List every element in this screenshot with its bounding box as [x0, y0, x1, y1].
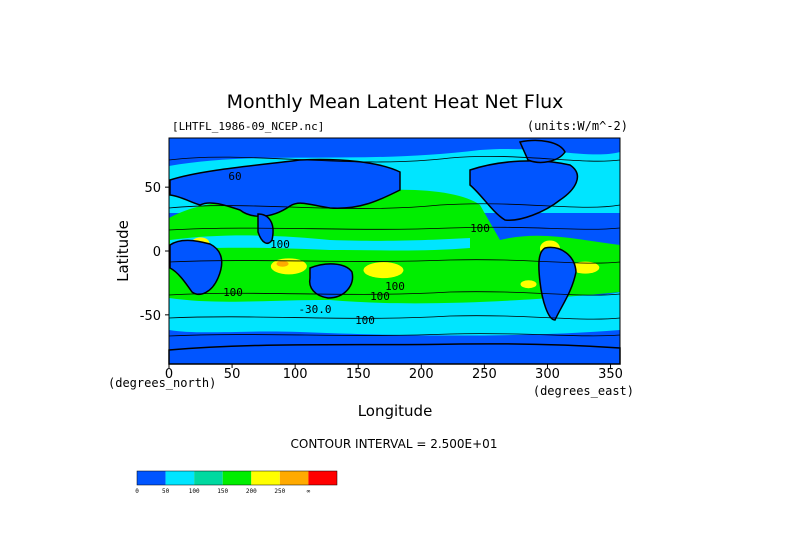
- colorbar-swatch: [308, 471, 337, 485]
- colorbar-level-label: 150: [217, 488, 228, 495]
- x-tick-label: 300: [535, 367, 560, 382]
- colorbar-level-label: 200: [246, 488, 257, 495]
- contour-label: -30.0: [298, 303, 331, 316]
- contour-label: 100: [470, 222, 490, 235]
- colorbar-swatch: [222, 471, 252, 485]
- region-trade-wind-maxima: [520, 280, 537, 289]
- y-tick-label: 0: [153, 245, 161, 260]
- x-axis-label: Longitude: [358, 402, 433, 420]
- y-axis-ticks: 50 0 -50: [140, 181, 169, 324]
- colorbar-swatch: [137, 471, 166, 485]
- contour-line: [168, 315, 621, 320]
- colorbar-swatch: [251, 471, 280, 485]
- region-trade-wind-maxima: [363, 262, 404, 279]
- colorbar-swatch: [194, 471, 223, 485]
- x-tick-label: 50: [224, 367, 241, 382]
- units-label: (units:W/m^-2): [527, 119, 628, 133]
- colorbar: 0 50 100 150 200 250 ∞: [135, 470, 338, 495]
- colorbar-level-label: 250: [274, 488, 285, 495]
- continent-south-america: [538, 246, 577, 321]
- x-tick-label: 100: [283, 367, 308, 382]
- x-tick-label: 350: [598, 367, 623, 382]
- x-units-label: (degrees_east): [533, 384, 634, 398]
- y-units-label: (degrees_north): [108, 376, 216, 390]
- contour-line: [168, 155, 621, 163]
- colorbar-level-label: 50: [162, 488, 170, 495]
- continent-australia: [308, 263, 354, 299]
- file-label: [LHTFL_1986-09_NCEP.nc]: [172, 120, 324, 133]
- colorbar-swatch: [279, 471, 309, 485]
- y-axis-label: Latitude: [114, 220, 132, 282]
- contour-label: 60: [228, 170, 241, 183]
- colorbar-swatch: [165, 471, 195, 485]
- x-tick-label: 0: [165, 367, 173, 382]
- contour-label: 100: [223, 286, 243, 299]
- region-itcz: [170, 235, 470, 251]
- x-axis-ticks: 0 50 100 150 200 250 300 350: [165, 364, 623, 382]
- contour-line: [168, 333, 621, 337]
- contour-interval-text: CONTOUR INTERVAL = 2.500E+01: [291, 437, 498, 451]
- contour-label: 100: [355, 314, 375, 327]
- colorbar-level-label: ∞: [307, 488, 311, 495]
- region-trade-wind-maxima: [571, 261, 600, 274]
- x-tick-label: 150: [346, 367, 371, 382]
- continent-greenland: [518, 139, 566, 164]
- contour-label: 100: [270, 238, 290, 251]
- colorbar-frame: [136, 470, 338, 486]
- contour-line: [168, 291, 621, 296]
- colorbar-level-label: 100: [189, 488, 200, 495]
- continent-antarctica: [168, 343, 621, 365]
- contour-line: [168, 203, 621, 209]
- contour-label: 100: [385, 280, 405, 293]
- contour-line: [168, 259, 621, 264]
- continent-africa: [169, 239, 223, 296]
- contour-line: [168, 226, 621, 231]
- region-peak: [276, 260, 289, 267]
- x-tick-label: 200: [409, 367, 434, 382]
- y-tick-label: 50: [144, 181, 161, 196]
- contour-label: 100: [370, 290, 390, 303]
- y-tick-label: -50: [140, 309, 161, 324]
- chart-title: Monthly Mean Latent Heat Net Flux: [227, 91, 564, 113]
- colorbar-level-label: 0: [135, 488, 139, 495]
- x-tick-label: 250: [472, 367, 497, 382]
- continent-north-america: [469, 160, 579, 221]
